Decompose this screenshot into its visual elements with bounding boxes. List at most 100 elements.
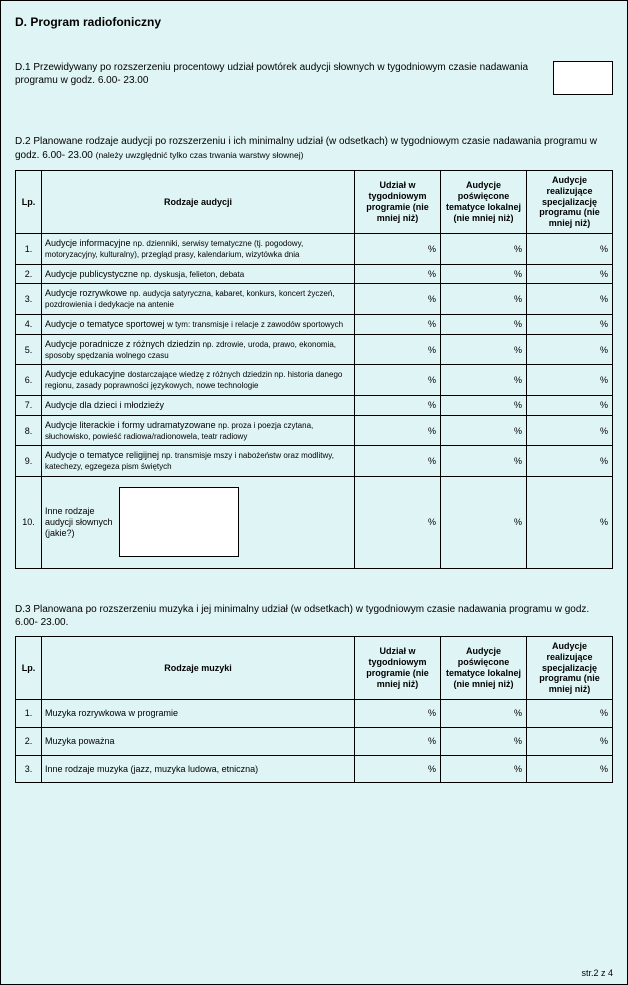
d1-input-box[interactable] bbox=[553, 61, 613, 95]
d2-pct-cell[interactable]: % bbox=[441, 446, 527, 477]
d2-desc-sub: w tym: transmisje i relacje z zawodów sp… bbox=[167, 320, 343, 329]
d2-pct2-10[interactable]: % bbox=[441, 476, 527, 568]
d2-intro: D.2 Planowane rodzaje audycji po rozszer… bbox=[15, 135, 613, 162]
d2-pct-cell[interactable]: % bbox=[527, 264, 613, 284]
d3-pct-cell[interactable]: % bbox=[441, 727, 527, 755]
d2-row: 9.Audycje o tematyce religijnej np. tran… bbox=[16, 446, 613, 477]
d2-pct-cell[interactable]: % bbox=[527, 233, 613, 264]
d2-pct-cell[interactable]: % bbox=[441, 334, 527, 365]
d2-pct-cell[interactable]: % bbox=[441, 233, 527, 264]
d2-pct-cell[interactable]: % bbox=[355, 284, 441, 315]
d3-pct-cell[interactable]: % bbox=[527, 755, 613, 783]
d2-desc-main: Audycje literackie i formy udramatyzowan… bbox=[45, 420, 218, 430]
d3-pct-cell[interactable]: % bbox=[441, 755, 527, 783]
d3-pct-cell[interactable]: % bbox=[527, 699, 613, 727]
d2-pct-cell[interactable]: % bbox=[527, 284, 613, 315]
d3-desc: Muzyka rozrywkowa w programie bbox=[42, 699, 355, 727]
d2-desc: Audycje literackie i formy udramatyzowan… bbox=[42, 415, 355, 446]
d2-row: 2.Audycje publicystyczne np. dyskusja, f… bbox=[16, 264, 613, 284]
d3-section: D.3 Planowana po rozszerzeniu muzyka i j… bbox=[15, 603, 613, 783]
d3-h-col3: Audycje realizujące specjalizację progra… bbox=[527, 636, 613, 699]
d3-row: 1.Muzyka rozrywkowa w programie%%% bbox=[16, 699, 613, 727]
d1-row: D.1 Przewidywany po rozszerzeniu procent… bbox=[15, 61, 613, 95]
d2-pct3-10[interactable]: % bbox=[527, 476, 613, 568]
d2-pct-cell[interactable]: % bbox=[441, 284, 527, 315]
d2-lp: 5. bbox=[16, 334, 42, 365]
d2-h-lp: Lp. bbox=[16, 171, 42, 234]
d2-pct-cell[interactable]: % bbox=[355, 365, 441, 396]
d2-lp: 1. bbox=[16, 233, 42, 264]
d3-pct-cell[interactable]: % bbox=[355, 699, 441, 727]
d2-pct-cell[interactable]: % bbox=[355, 415, 441, 446]
d2-table: Lp. Rodzaje audycji Udział w tygodniowym… bbox=[15, 170, 613, 569]
d2-desc-10: Inne rodzaje audycji słownych (jakie?) bbox=[42, 476, 355, 568]
d2-pct-cell[interactable]: % bbox=[441, 365, 527, 396]
d2-h-rodzaje: Rodzaje audycji bbox=[42, 171, 355, 234]
d2-desc-sub: np. dyskusja, felieton, debata bbox=[141, 270, 245, 279]
d2-row: 8.Audycje literackie i formy udramatyzow… bbox=[16, 415, 613, 446]
d2-pct-cell[interactable]: % bbox=[355, 395, 441, 415]
d2-pct-cell[interactable]: % bbox=[355, 334, 441, 365]
d2-pct-cell[interactable]: % bbox=[527, 365, 613, 396]
d2-desc-main: Audycje publicystyczne bbox=[45, 269, 141, 279]
d2-h-col3: Audycje realizujące specjalizację progra… bbox=[527, 171, 613, 234]
d2-desc: Audycje publicystyczne np. dyskusja, fel… bbox=[42, 264, 355, 284]
d2-desc-main: Audycje dla dzieci i młodzieży bbox=[45, 400, 164, 410]
d2-pct-cell[interactable]: % bbox=[355, 233, 441, 264]
d2-lp: 3. bbox=[16, 284, 42, 315]
d2-pct-cell[interactable]: % bbox=[527, 314, 613, 334]
d2-desc: Audycje poradnicze z różnych dziedzin np… bbox=[42, 334, 355, 365]
d2-row-10: 10. Inne rodzaje audycji słownych (jakie… bbox=[16, 476, 613, 568]
d3-table: Lp. Rodzaje muzyki Udział w tygodniowym … bbox=[15, 636, 613, 783]
d2-h-col2: Audycje poświęcone tematyce lokalnej (ni… bbox=[441, 171, 527, 234]
section-title: D. Program radiofoniczny bbox=[15, 15, 613, 29]
d2-pct-cell[interactable]: % bbox=[441, 264, 527, 284]
d2-h-col1: Udział w tygodniowym programie (nie mnie… bbox=[355, 171, 441, 234]
d2-pct-cell[interactable]: % bbox=[527, 415, 613, 446]
d3-h-col1: Udział w tygodniowym programie (nie mnie… bbox=[355, 636, 441, 699]
d3-pct-cell[interactable]: % bbox=[355, 727, 441, 755]
d2-pct-cell[interactable]: % bbox=[441, 415, 527, 446]
d2-desc: Audycje dla dzieci i młodzieży bbox=[42, 395, 355, 415]
d2-pct-cell[interactable]: % bbox=[527, 334, 613, 365]
form-page: D. Program radiofoniczny D.1 Przewidywan… bbox=[0, 0, 628, 985]
d2-pct-cell[interactable]: % bbox=[355, 446, 441, 477]
d3-lp: 3. bbox=[16, 755, 42, 783]
d2-header-row: Lp. Rodzaje audycji Udział w tygodniowym… bbox=[16, 171, 613, 234]
d2-pct1-10[interactable]: % bbox=[355, 476, 441, 568]
d3-h-lp: Lp. bbox=[16, 636, 42, 699]
d2-row: 4.Audycje o tematyce sportowej w tym: tr… bbox=[16, 314, 613, 334]
d3-header-row: Lp. Rodzaje muzyki Udział w tygodniowym … bbox=[16, 636, 613, 699]
d2-desc: Audycje o tematyce sportowej w tym: tran… bbox=[42, 314, 355, 334]
d2-pct-cell[interactable]: % bbox=[441, 395, 527, 415]
d2-row: 1.Audycje informacyjne np. dzienniki, se… bbox=[16, 233, 613, 264]
d3-h-rodzaje: Rodzaje muzyki bbox=[42, 636, 355, 699]
d2-pct-cell[interactable]: % bbox=[355, 314, 441, 334]
d3-lp: 2. bbox=[16, 727, 42, 755]
d2-desc: Audycje o tematyce religijnej np. transm… bbox=[42, 446, 355, 477]
d2-desc: Audycje informacyjne np. dzienniki, serw… bbox=[42, 233, 355, 264]
d2-intro-b: (należy uwzględnić tylko czas trwania wa… bbox=[96, 150, 304, 160]
d2-lp: 7. bbox=[16, 395, 42, 415]
d3-pct-cell[interactable]: % bbox=[527, 727, 613, 755]
d2-pct-cell[interactable]: % bbox=[441, 314, 527, 334]
d2-row: 7.Audycje dla dzieci i młodzieży%%% bbox=[16, 395, 613, 415]
d2-desc-main: Audycje informacyjne bbox=[45, 238, 133, 248]
d2-pct-cell[interactable]: % bbox=[355, 264, 441, 284]
d3-desc: Muzyka poważna bbox=[42, 727, 355, 755]
d2-pct-cell[interactable]: % bbox=[527, 446, 613, 477]
d2-row10-input[interactable] bbox=[119, 487, 239, 557]
d2-desc: Audycje edukacyjne dostarczające wiedzę … bbox=[42, 365, 355, 396]
d2-pct-cell[interactable]: % bbox=[527, 395, 613, 415]
page-number: str.2 z 4 bbox=[581, 968, 613, 978]
d2-desc-main: Audycje o tematyce sportowej bbox=[45, 319, 167, 329]
d2-lp: 9. bbox=[16, 446, 42, 477]
d2-row: 5.Audycje poradnicze z różnych dziedzin … bbox=[16, 334, 613, 365]
d2-row: 6.Audycje edukacyjne dostarczające wiedz… bbox=[16, 365, 613, 396]
d3-row: 2.Muzyka poważna%%% bbox=[16, 727, 613, 755]
d3-pct-cell[interactable]: % bbox=[441, 699, 527, 727]
d2-desc-main: Audycje poradnicze z różnych dziedzin bbox=[45, 339, 203, 349]
d1-text: D.1 Przewidywany po rozszerzeniu procent… bbox=[15, 61, 553, 87]
d3-pct-cell[interactable]: % bbox=[355, 755, 441, 783]
d3-h-col2: Audycje poświęcone tematyce lokalnej (ni… bbox=[441, 636, 527, 699]
